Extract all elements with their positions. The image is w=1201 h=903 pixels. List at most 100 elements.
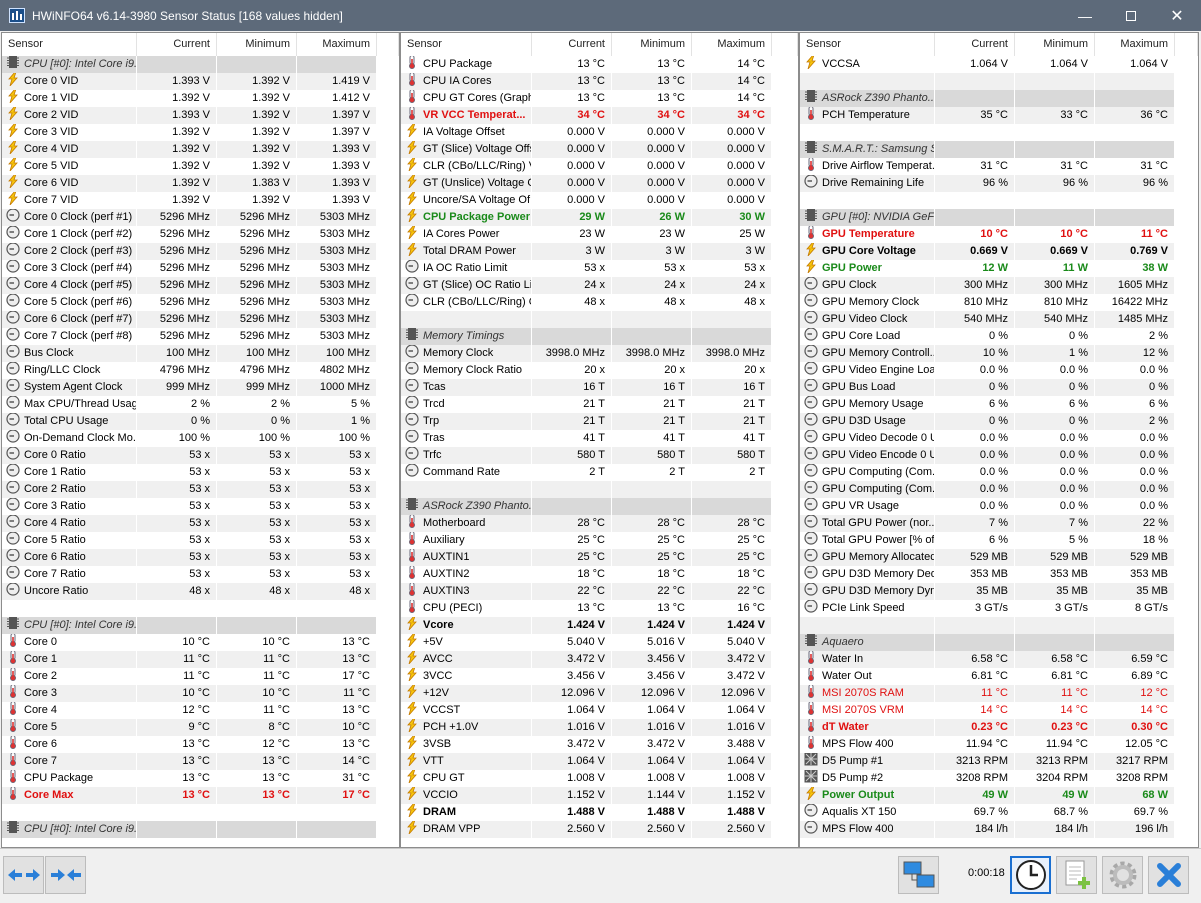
column-header-maximum[interactable]: Maximum <box>1095 33 1175 56</box>
sensor-group-header[interactable]: CPU [#0]: Intel Core i9... <box>2 821 399 838</box>
sensor-row[interactable]: Core 0 Clock (perf #1) 5296 MHz 5296 MHz 53… <box>2 209 399 226</box>
column-header-sensor[interactable]: Sensor <box>800 33 935 56</box>
sensor-row[interactable]: PCH Temperature 35 °C 33 °C 36 °C <box>800 107 1198 124</box>
sensor-row[interactable]: Core 7 Clock (perf #8) 5296 MHz 5296 MHz 53… <box>2 328 399 345</box>
sensor-row[interactable]: D5 Pump #1 3213 RPM 3213 RPM 3217 RPM <box>800 753 1198 770</box>
sensor-row[interactable]: MPS Flow 400 11.94 °C 11.94 °C 12.05 °C <box>800 736 1198 753</box>
sensor-row[interactable]: CLR (CBo/LLC/Ring) O...48 x48 x48 x <box>401 294 798 311</box>
sensor-row[interactable]: CPU Package 13 °C 13 °C 14 °C <box>401 56 798 73</box>
sensor-row[interactable]: Core 7 VID 1.392 V 1.392 V 1.393 V <box>2 192 399 209</box>
sensor-row[interactable]: Uncore/SA Voltage Of... 0.000 V 0.000 V 0.0… <box>401 192 798 209</box>
sensor-row[interactable]: Core 2 11 °C 11 °C 17 °C <box>2 668 399 685</box>
sensor-row[interactable]: 3VSB 3.472 V 3.472 V 3.488 V <box>401 736 798 753</box>
sensor-row[interactable]: GPU Memory Usage 6 % 6 % 6 % <box>800 396 1198 413</box>
sensor-row[interactable]: Aqualis XT 150 69.7 % 68.7 % 69.7 % <box>800 804 1198 821</box>
sensor-row[interactable]: Core 5 Ratio 53 x 53 x 53 x <box>2 532 399 549</box>
column-header-current[interactable]: Current <box>532 33 612 56</box>
close-button[interactable] <box>1148 856 1189 894</box>
sensor-row[interactable]: VR VCC Temperat... 34 °C 34 °C 34 °C <box>401 107 798 124</box>
sensor-row[interactable]: Core 7 Ratio 53 x 53 x 53 x <box>2 566 399 583</box>
sensor-row[interactable]: Core 5 VID 1.392 V 1.392 V 1.393 V <box>2 158 399 175</box>
sensor-row[interactable]: Core 0 10 °C 10 °C 13 °C <box>2 634 399 651</box>
sensor-row[interactable]: CPU Package 13 °C 13 °C 31 °C <box>2 770 399 787</box>
sensor-row[interactable]: GPU Bus Load 0 % 0 % 0 % <box>800 379 1198 396</box>
sensor-group-header[interactable]: ASRock Z390 Phanto... <box>800 90 1198 107</box>
sensor-row[interactable]: IA Voltage Offset 0.000 V 0.000 V 0.000 V <box>401 124 798 141</box>
sensor-row[interactable]: AUXTIN2 18 °C 18 °C 18 °C <box>401 566 798 583</box>
sensor-row[interactable]: 3VCC 3.456 V 3.456 V 3.472 V <box>401 668 798 685</box>
sensor-row[interactable]: CPU GT 1.008 V 1.008 V 1.008 V <box>401 770 798 787</box>
sensor-row[interactable]: CPU (PECI) 13 °C 13 °C 16 °C <box>401 600 798 617</box>
sensor-row[interactable]: Core 3 10 °C 10 °C 11 °C <box>2 685 399 702</box>
sensor-row[interactable]: Total CPU Usage 0 % 0 % 1 % <box>2 413 399 430</box>
network-button[interactable] <box>898 856 939 894</box>
sensor-row[interactable]: GPU Video Engine Load 0.0 % 0.0 % 0.0 % <box>800 362 1198 379</box>
sensor-row[interactable]: AUXTIN3 22 °C 22 °C 22 °C <box>401 583 798 600</box>
sensor-row[interactable]: Memory Clock 3998.0 MHz 3998.0 MHz 3998.0 M… <box>401 345 798 362</box>
sensor-group-header[interactable]: S.M.A.R.T.: Samsung S... <box>800 141 1198 158</box>
sensor-row[interactable]: Memory Clock Ratio 20 x 20 x 20 x <box>401 362 798 379</box>
sensor-row[interactable]: Core 3 Clock (perf #4) 5296 MHz 5296 MHz 53… <box>2 260 399 277</box>
sensor-row[interactable]: Core 1 Ratio 53 x 53 x 53 x <box>2 464 399 481</box>
sensor-row[interactable]: Total GPU Power (nor... 7 % 7 % 22 % <box>800 515 1198 532</box>
sensor-row[interactable]: GPU D3D Memory Dyn... 35 MB 35 MB 35 MB <box>800 583 1198 600</box>
sensor-panel-left[interactable]: Sensor Current Minimum Maximum CPU [#0]: Int… <box>1 32 400 848</box>
sensor-row[interactable]: Ring/LLC Clock 4796 MHz 4796 MHz 4802 MHz <box>2 362 399 379</box>
sensor-row[interactable]: Uncore Ratio 48 x 48 x 48 x <box>2 583 399 600</box>
sensor-row[interactable]: Core 7 13 °C 13 °C 14 °C <box>2 753 399 770</box>
sensor-row[interactable]: Bus Clock 100 MHz 100 MHz 100 MHz <box>2 345 399 362</box>
sensor-row[interactable]: On-Demand Clock Mo... 100 % 100 % 100 % <box>2 430 399 447</box>
sensor-row[interactable]: Drive Airflow Temperat... 31 °C 31 °C 31 °C <box>800 158 1198 175</box>
sensor-row[interactable]: GPU Video Decode 0 U... 0.0 % 0.0 % 0.0 % <box>800 430 1198 447</box>
sensor-row[interactable]: Core Max 13 °C 13 °C 17 °C <box>2 787 399 804</box>
sensor-row[interactable]: PCIe Link Speed 3 GT/s 3 GT/s 8 GT/s <box>800 600 1198 617</box>
sensor-row[interactable]: VCCSA 1.064 V 1.064 V 1.064 V <box>800 56 1198 73</box>
sensor-row[interactable]: GPU VR Usage 0.0 % 0.0 % 0.0 % <box>800 498 1198 515</box>
sensor-row[interactable]: IA Cores Power 23 W 23 W 25 W <box>401 226 798 243</box>
sensor-row[interactable]: Trp 21 T 21 T 21 T <box>401 413 798 430</box>
sensor-row[interactable]: Tcas 16 T 16 T 16 T <box>401 379 798 396</box>
minimize-button[interactable]: — <box>1062 0 1108 31</box>
sensor-panel-middle[interactable]: Sensor Current Minimum Maximum CPU Package 13… <box>400 32 799 848</box>
sensor-row[interactable]: Core 2 Ratio 53 x 53 x 53 x <box>2 481 399 498</box>
sensor-row[interactable]: Core 6 Ratio 53 x 53 x 53 x <box>2 549 399 566</box>
sensor-row[interactable]: +12V 12.096 V 12.096 V 12.096 V <box>401 685 798 702</box>
sensor-row[interactable]: GPU Clock 300 MHz 300 MHz 1605 MHz <box>800 277 1198 294</box>
sensor-row[interactable]: Core 6 13 °C 12 °C 13 °C <box>2 736 399 753</box>
sensor-row[interactable]: GT (Unslice) Voltage O...0.000 V0.000 V0… <box>401 175 798 192</box>
sensor-row[interactable]: GPU Computing (Com... 0.0 % 0.0 % 0.0 % <box>800 464 1198 481</box>
sensor-row[interactable]: +5V 5.040 V 5.016 V 5.040 V <box>401 634 798 651</box>
clock-reset-button[interactable] <box>1010 856 1051 894</box>
column-header-current[interactable]: Current <box>137 33 217 56</box>
sensor-row[interactable]: D5 Pump #2 3208 RPM 3204 RPM 3208 RPM <box>800 770 1198 787</box>
sensor-row[interactable]: Core 2 Clock (perf #3) 5296 MHz 5296 MHz 53… <box>2 243 399 260</box>
sensor-group-header[interactable]: Memory Timings <box>401 328 798 345</box>
column-header-minimum[interactable]: Minimum <box>217 33 297 56</box>
sensor-row[interactable]: Core 0 Ratio 53 x 53 x 53 x <box>2 447 399 464</box>
sensor-row[interactable]: AVCC 3.472 V 3.456 V 3.472 V <box>401 651 798 668</box>
sensor-row[interactable]: Auxiliary 25 °C 25 °C 25 °C <box>401 532 798 549</box>
sensor-group-header[interactable]: Aquaero <box>800 634 1198 651</box>
sensor-row[interactable]: Core 5 Clock (perf #6) 5296 MHz 5296 MHz 53… <box>2 294 399 311</box>
sensor-row[interactable]: dT Water 0.23 °C 0.23 °C 0.30 °C <box>800 719 1198 736</box>
column-header-minimum[interactable]: Minimum <box>1015 33 1095 56</box>
sensor-group-header[interactable]: GPU [#0]: NVIDIA GeFo... <box>800 209 1198 226</box>
sensor-row[interactable]: GPU D3D Usage 0 % 0 % 2 % <box>800 413 1198 430</box>
sensor-row[interactable]: CPU Package Power 29 W 26 W 30 W <box>401 209 798 226</box>
sensor-row[interactable]: Core 3 Ratio 53 x 53 x 53 x <box>2 498 399 515</box>
sensor-row[interactable]: DRAM VPP 2.560 V 2.560 V 2.560 V <box>401 821 798 838</box>
sensor-row[interactable]: GPU Computing (Com... 0.0 % 0.0 % 0.0 % <box>800 481 1198 498</box>
sensor-row[interactable]: Core 0 VID 1.393 V 1.392 V 1.419 V <box>2 73 399 90</box>
sensor-row[interactable]: Vcore 1.424 V 1.424 V 1.424 V <box>401 617 798 634</box>
sensor-row[interactable]: PCH +1.0V 1.016 V 1.016 V 1.016 V <box>401 719 798 736</box>
sensor-row[interactable]: GPU Temperature 10 °C 10 °C 11 °C <box>800 226 1198 243</box>
sensor-row[interactable]: MSI 2070S RAM 11 °C 11 °C 12 °C <box>800 685 1198 702</box>
maximize-button[interactable] <box>1108 0 1154 31</box>
sensor-row[interactable]: VCCST 1.064 V 1.064 V 1.064 V <box>401 702 798 719</box>
sensor-row[interactable]: Motherboard 28 °C 28 °C 28 °C <box>401 515 798 532</box>
sensor-row[interactable]: AUXTIN1 25 °C 25 °C 25 °C <box>401 549 798 566</box>
sensor-row[interactable]: Core 4 Clock (perf #5) 5296 MHz 5296 MHz 53… <box>2 277 399 294</box>
column-header-maximum[interactable]: Maximum <box>297 33 377 56</box>
collapse-columns-button[interactable] <box>45 856 86 894</box>
